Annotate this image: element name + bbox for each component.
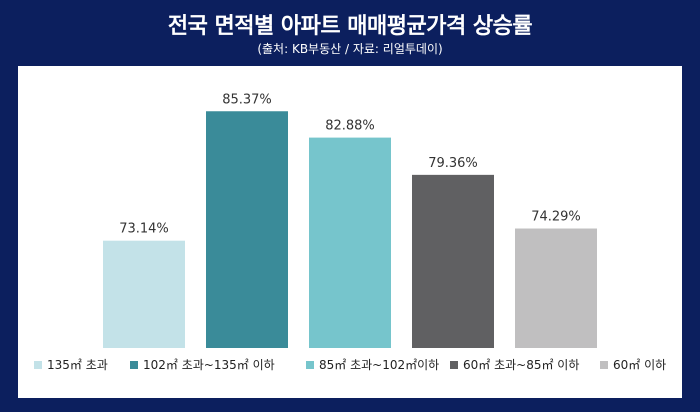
legend-swatch-1 [34,361,42,369]
data-label-5: 74.29% [531,210,581,225]
legend-item-1: 135㎡ 초과 [34,358,108,372]
bar-1 [103,240,185,348]
legend-item-4: 60㎡ 초과~85㎡ 이하 [450,358,579,372]
legend-label-4: 60㎡ 초과~85㎡ 이하 [463,358,579,372]
legend-swatch-3 [306,361,314,369]
bar-5 [515,228,597,348]
bar-2 [206,111,288,349]
legend-item-5: 60㎡ 이하 [600,358,666,372]
legend-swatch-5 [600,361,608,369]
data-label-1: 73.14% [119,222,169,237]
legend-swatch-4 [450,361,458,369]
chart-subtitle: (출처: KB부동산 / 자료: 리얼투데이) [257,42,443,56]
bar-3 [309,137,391,348]
bar-4 [412,174,494,348]
legend-item-3: 85㎡ 초과~102㎡이하 [306,358,439,372]
data-label-2: 85.37% [222,92,272,107]
legend-swatch-2 [130,361,138,369]
legend-item-2: 102㎡ 초과~135㎡ 이하 [130,358,275,372]
data-label-3: 82.88% [325,119,375,134]
legend-label-1: 135㎡ 초과 [47,358,108,372]
data-label-4: 79.36% [428,156,478,171]
legend-label-2: 102㎡ 초과~135㎡ 이하 [143,358,275,372]
legend-label-3: 85㎡ 초과~102㎡이하 [319,358,439,372]
bar-chart: 73.14% 85.37% 82.88% 79.36% 74.29% 135㎡ 초과 102… [34,92,666,372]
legend-label-5: 60㎡ 이하 [613,358,666,372]
chart-title: 전국 면적별 아파트 매매평균가격 상승률 [167,14,533,39]
plot-area: 73.14% 85.37% 82.88% 79.36% 74.29% 135㎡ 초과 102… [18,66,682,398]
